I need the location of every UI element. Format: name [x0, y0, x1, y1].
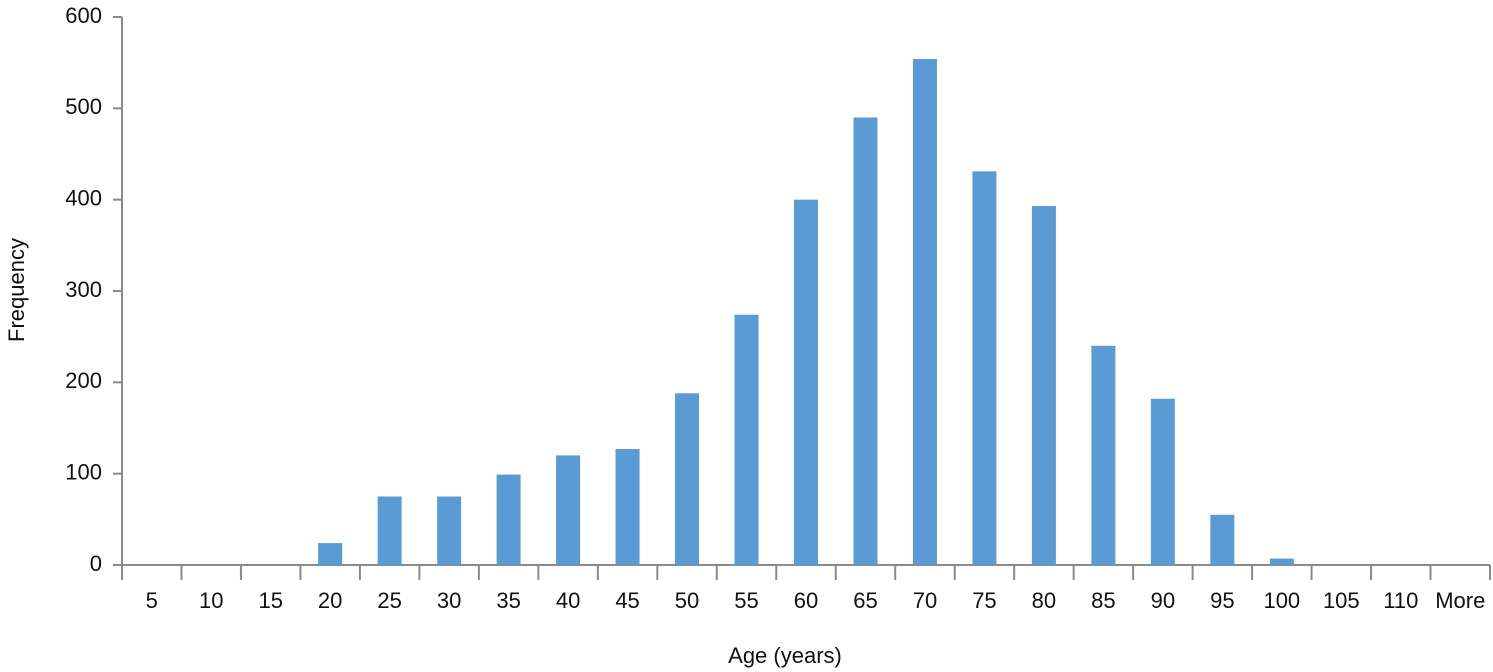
bar [615, 449, 640, 565]
x-tick-label: 100 [1263, 588, 1300, 613]
x-tick-label: 15 [258, 588, 282, 613]
x-tick-label: 55 [734, 588, 758, 613]
x-tick-label: 85 [1091, 588, 1115, 613]
y-tick-label: 400 [65, 185, 102, 210]
bar [675, 393, 700, 565]
bar [1210, 514, 1235, 565]
x-tick-label: 25 [377, 588, 401, 613]
y-tick-label: 300 [65, 277, 102, 302]
bar [912, 59, 937, 565]
bar [437, 496, 462, 565]
x-tick-label: 5 [146, 588, 158, 613]
x-tick-label: 60 [794, 588, 818, 613]
bar [377, 496, 402, 565]
y-tick-label: 600 [65, 3, 102, 28]
x-tick-label: 105 [1323, 588, 1360, 613]
y-tick-label: 100 [65, 459, 102, 484]
bar [734, 314, 759, 565]
bar [853, 117, 878, 565]
x-tick-label: 20 [318, 588, 342, 613]
x-tick-label: 90 [1151, 588, 1175, 613]
x-tick-label: 10 [199, 588, 223, 613]
y-tick-label: 500 [65, 94, 102, 119]
bar [496, 474, 521, 565]
x-tick-label: 30 [437, 588, 461, 613]
bar [1269, 558, 1294, 565]
x-tick-label: 50 [675, 588, 699, 613]
x-tick-label: 65 [853, 588, 877, 613]
bar [794, 199, 818, 565]
x-tick-label: 95 [1210, 588, 1234, 613]
x-tick-label: 40 [556, 588, 580, 613]
bar [1091, 345, 1116, 565]
bar [1150, 398, 1175, 565]
x-tick-label: 35 [496, 588, 520, 613]
bar [556, 455, 581, 565]
x-tick-label: 80 [1032, 588, 1056, 613]
y-axis-title: Frequency [4, 238, 29, 342]
y-tick-label: 0 [90, 551, 102, 576]
x-axis-title: Age (years) [728, 643, 842, 668]
x-tick-label: More [1435, 588, 1485, 613]
y-tick-label: 200 [65, 368, 102, 393]
bar [1031, 206, 1056, 565]
bar [318, 543, 343, 565]
x-tick-label: 70 [913, 588, 937, 613]
x-tick-label: 110 [1383, 588, 1418, 613]
bar [972, 171, 997, 565]
x-tick-label: 75 [972, 588, 996, 613]
x-tick-label: 45 [615, 588, 639, 613]
